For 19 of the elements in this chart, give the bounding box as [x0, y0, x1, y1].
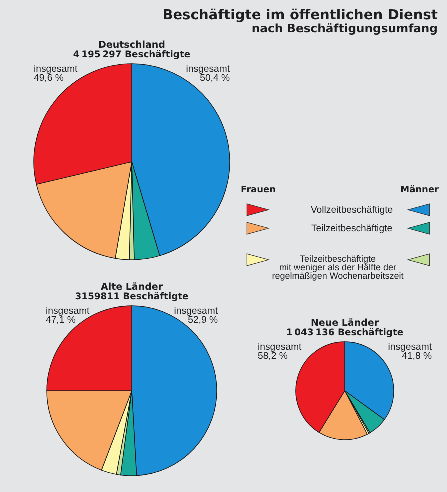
text: Frauen	[241, 186, 276, 196]
chart-subtitle: 1 043 136 Beschäftigte	[286, 327, 404, 338]
text: insgesamt 52,9 %	[174, 306, 218, 326]
text: insgesamt 41,8 %	[388, 342, 432, 362]
chart-title: Alte Länder	[100, 282, 164, 293]
text: insgesamt 58,2 %	[258, 342, 302, 362]
legend-label: Teilzeitbeschäftigte	[311, 224, 393, 234]
text: insgesamt 47,1 %	[46, 306, 90, 326]
text: Beschäftigte im öffentlichen Dienst	[162, 8, 438, 24]
chart-subtitle: 4 195 297 Beschäftigte	[73, 49, 191, 60]
chart-title: Neue Länder	[310, 318, 380, 329]
chart-subtitle: 3159811 Beschäftigte	[75, 291, 189, 302]
text: nach Beschäftigungsumfang	[252, 21, 438, 36]
text: insgesamt 50,4 %	[186, 64, 230, 84]
text: insgesamt 49,6 %	[34, 64, 78, 84]
legend-label: Vollzeitbeschäftigte	[310, 205, 394, 216]
chart-title: Deutschland	[98, 40, 166, 51]
legend-label: Teilzeitbeschäftigte mit weniger als der Hälfte der regelmäßigen Wochenarbeitszeit	[272, 254, 404, 282]
text: Männer	[400, 186, 440, 196]
